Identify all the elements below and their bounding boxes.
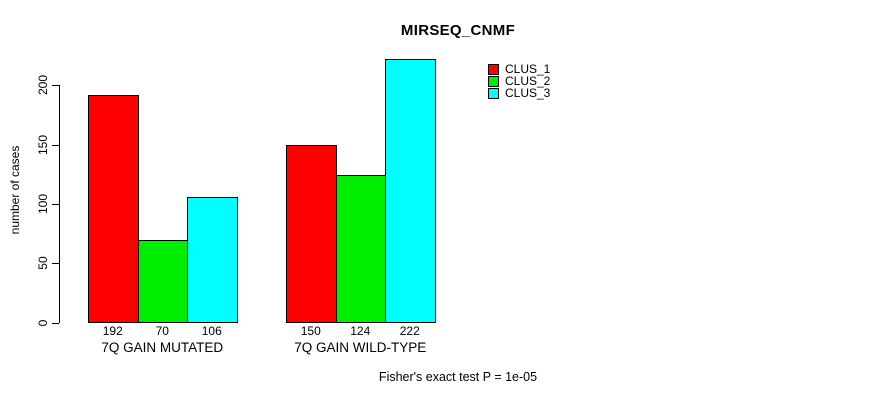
- bar-clus_2-7q-gain-wild-type: [335, 175, 386, 324]
- legend-swatch-clus_1: [488, 64, 499, 75]
- legend-label-clus_3: CLUS_3: [505, 86, 551, 100]
- y-axis-tick-label: 50: [36, 256, 50, 270]
- legend-swatch-clus_3: [488, 88, 499, 99]
- y-axis-tick-label: 200: [36, 75, 50, 96]
- y-axis-tick: [52, 263, 59, 265]
- bar-value-label: 192: [102, 324, 123, 338]
- legend-label-clus_1: CLUS_1: [505, 62, 551, 76]
- legend-label-clus_2: CLUS_2: [505, 74, 551, 88]
- bar-clus_1-7q-gain-wild-type: [286, 144, 337, 324]
- chart-title: MIRSEQ_CNMF: [400, 22, 516, 39]
- y-axis-tick: [52, 85, 59, 87]
- y-axis-tick-label: 0: [36, 319, 50, 326]
- y-axis-line: [59, 85, 60, 324]
- bar-value-label: 106: [201, 324, 222, 338]
- bar-clus_3-7q-gain-wild-type: [385, 59, 436, 324]
- x-axis-group-label: 7Q GAIN MUTATED: [101, 340, 224, 355]
- x-axis-group-label: 7Q GAIN WILD-TYPE: [294, 340, 427, 355]
- legend-swatch-clus_2: [488, 76, 499, 87]
- bar-value-label: 222: [399, 324, 420, 338]
- bar-value-label: 150: [300, 324, 321, 338]
- fisher-test-annotation: Fisher's exact test P = 1e-05: [378, 370, 538, 384]
- bar-value-label: 70: [155, 324, 169, 338]
- bar-clus_1-7q-gain-mutated: [88, 94, 139, 324]
- y-axis-tick-label: 150: [36, 134, 50, 155]
- y-axis-tick: [52, 144, 59, 146]
- y-axis-tick: [52, 322, 59, 324]
- bar-value-label: 124: [350, 324, 371, 338]
- y-axis-tick-label: 100: [36, 193, 50, 214]
- bar-clus_3-7q-gain-mutated: [187, 196, 238, 324]
- bar-clus_2-7q-gain-mutated: [137, 239, 188, 324]
- y-axis-tick: [52, 203, 59, 205]
